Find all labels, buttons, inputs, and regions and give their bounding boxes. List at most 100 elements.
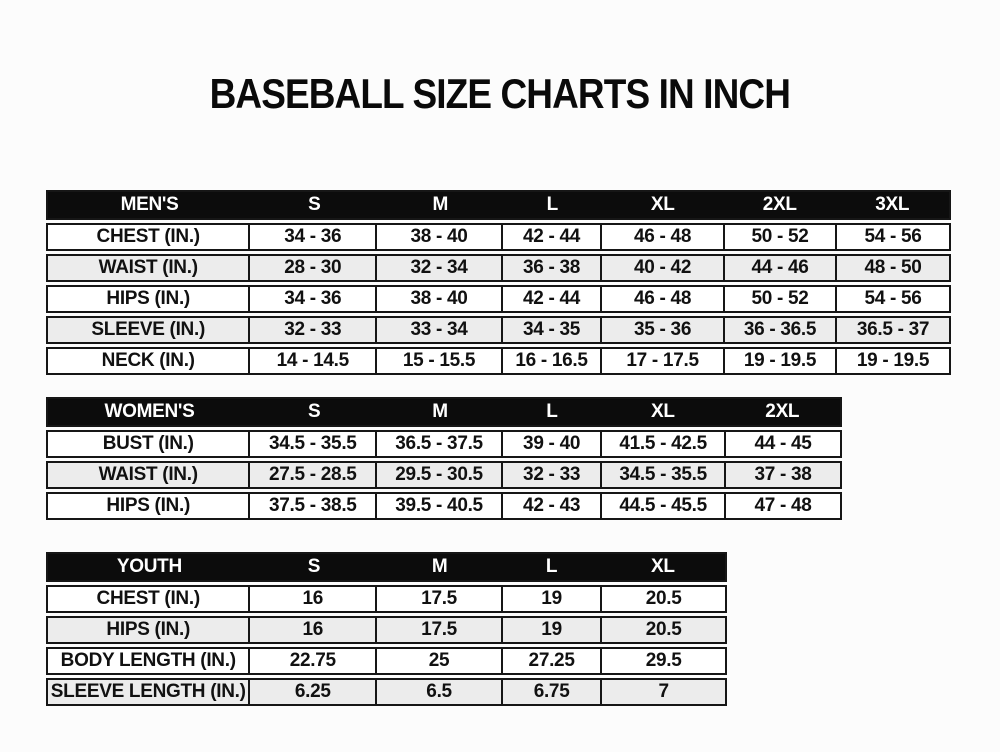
table-row: SLEEVE (IN.) 32 - 33 33 - 34 34 - 35 35 - 36… [46, 316, 951, 344]
youth-size-table: YOUTH S M L XL CHEST (IN.) 16 17.5 19 20.5 HIPS (I… [46, 552, 727, 709]
size-value: 29.5 - 30.5 [375, 463, 501, 487]
page-title: BASEBALL SIZE CHARTS IN INCH [209, 70, 791, 117]
table-row: HIPS (IN.) 16 17.5 19 20.5 [46, 616, 727, 644]
womens-size-table: WOMEN'S S M L XL 2XL BUST (IN.) 34.5 - 35.5 36.5… [46, 397, 842, 523]
measurement-label: SLEEVE LENGTH (IN.) [50, 681, 246, 702]
size-value: 29.5 [600, 649, 725, 673]
size-value: 35 - 36 [600, 318, 723, 342]
size-value: 41.5 - 42.5 [600, 432, 724, 456]
size-value: 36.5 - 37.5 [375, 432, 501, 456]
size-value: 38 - 40 [375, 225, 501, 249]
size-value: 20.5 [600, 587, 725, 611]
measurement-label: BUST (IN.) [102, 433, 194, 454]
size-value: 50 - 52 [722, 225, 835, 249]
title-container: BASEBALL SIZE CHARTS IN INCH [0, 70, 1000, 118]
size-value: 22.75 [248, 649, 375, 673]
size-value: 54 - 56 [835, 287, 949, 311]
womens-table-header-row: WOMEN'S S M L XL 2XL [46, 397, 842, 427]
size-value: 40 - 42 [600, 256, 723, 280]
size-column-header: XL [651, 401, 675, 422]
size-value: 34 - 36 [248, 225, 375, 249]
size-value: 25 [375, 649, 501, 673]
size-value: 36.5 - 37 [835, 318, 949, 342]
size-column-header: XL [650, 194, 675, 215]
measurement-label: SLEEVE (IN.) [91, 319, 205, 340]
size-column-header: L [545, 556, 558, 577]
size-column-header: 3XL [875, 194, 910, 215]
size-value: 47 - 48 [724, 494, 840, 518]
size-column-header: XL [651, 556, 675, 577]
size-column-header: 2XL [765, 401, 800, 422]
size-value: 34.5 - 35.5 [248, 432, 375, 456]
table-row: HIPS (IN.) 37.5 - 38.5 39.5 - 40.5 42 - 43 4… [46, 492, 842, 520]
size-value: 19 [500, 587, 600, 611]
size-value: 19 - 19.5 [835, 349, 949, 373]
size-value: 17.5 [375, 618, 501, 642]
size-value: 14 - 14.5 [248, 349, 375, 373]
size-value: 17.5 [375, 587, 501, 611]
size-value: 28 - 30 [248, 256, 375, 280]
size-column-header: S [308, 194, 321, 215]
size-value: 48 - 50 [835, 256, 949, 280]
measurement-label: WAIST (IN.) [98, 464, 198, 485]
size-value: 32 - 34 [375, 256, 501, 280]
mens-size-table: MEN'S S M L XL 2XL 3XL CHEST (IN.) 34 - 36 38 - 4… [46, 190, 951, 378]
size-value: 44 - 46 [722, 256, 835, 280]
measurement-label: BODY LENGTH (IN.) [60, 650, 236, 671]
youth-table-header-row: YOUTH S M L XL [46, 552, 727, 582]
size-value: 44.5 - 45.5 [600, 494, 724, 518]
size-column-header: S [307, 556, 321, 577]
table-row: NECK (IN.) 14 - 14.5 15 - 15.5 16 - 16.5 17 … [46, 347, 951, 375]
youth-table-title: YOUTH [116, 556, 182, 577]
size-value: 16 [248, 587, 375, 611]
size-value: 42 - 44 [500, 287, 600, 311]
table-row: CHEST (IN.) 16 17.5 19 20.5 [46, 585, 727, 613]
measurement-label: NECK (IN.) [101, 350, 195, 371]
size-value: 54 - 56 [835, 225, 949, 249]
size-value: 27.5 - 28.5 [248, 463, 375, 487]
size-value: 50 - 52 [722, 287, 835, 311]
measurement-label: WAIST (IN.) [98, 257, 198, 278]
size-value: 6.5 [375, 680, 501, 704]
size-value: 46 - 48 [600, 287, 723, 311]
womens-table-title: WOMEN'S [104, 401, 195, 422]
table-row: HIPS (IN.) 34 - 36 38 - 40 42 - 44 46 - 48 50… [46, 285, 951, 313]
table-row: WAIST (IN.) 28 - 30 32 - 34 36 - 38 40 - 42 4… [46, 254, 951, 282]
size-column-header: L [546, 401, 558, 422]
size-value: 37 - 38 [724, 463, 840, 487]
size-column-header: S [307, 401, 321, 422]
size-value: 42 - 43 [500, 494, 600, 518]
table-row: BODY LENGTH (IN.) 22.75 25 27.25 29.5 [46, 647, 727, 675]
size-value: 34 - 35 [500, 318, 600, 342]
measurement-label: CHEST (IN.) [96, 226, 201, 247]
size-value: 32 - 33 [500, 463, 600, 487]
measurement-label: HIPS (IN.) [106, 495, 190, 516]
size-value: 34 - 36 [248, 287, 375, 311]
size-value: 20.5 [600, 618, 725, 642]
size-value: 15 - 15.5 [375, 349, 501, 373]
measurement-label: HIPS (IN.) [106, 619, 190, 640]
size-value: 16 [248, 618, 375, 642]
size-value: 39 - 40 [500, 432, 600, 456]
size-value: 38 - 40 [375, 287, 501, 311]
size-value: 6.75 [500, 680, 600, 704]
table-row: CHEST (IN.) 34 - 36 38 - 40 42 - 44 46 - 48 5… [46, 223, 951, 251]
size-value: 19 [500, 618, 600, 642]
size-value: 44 - 45 [724, 432, 840, 456]
size-column-header: M [432, 401, 448, 422]
size-value: 19 - 19.5 [722, 349, 835, 373]
mens-table-header-row: MEN'S S M L XL 2XL 3XL [46, 190, 951, 220]
size-value: 36 - 36.5 [722, 318, 835, 342]
size-value: 37.5 - 38.5 [248, 494, 375, 518]
size-value: 16 - 16.5 [500, 349, 600, 373]
size-value: 17 - 17.5 [600, 349, 723, 373]
size-column-header: M [431, 556, 448, 577]
mens-table-title: MEN'S [120, 194, 179, 215]
size-value: 27.25 [500, 649, 600, 673]
size-value: 33 - 34 [375, 318, 501, 342]
size-column-header: L [546, 194, 559, 215]
size-column-header: M [432, 194, 449, 215]
size-value: 46 - 48 [600, 225, 723, 249]
measurement-label: HIPS (IN.) [106, 288, 190, 309]
table-row: WAIST (IN.) 27.5 - 28.5 29.5 - 30.5 32 - 33… [46, 461, 842, 489]
